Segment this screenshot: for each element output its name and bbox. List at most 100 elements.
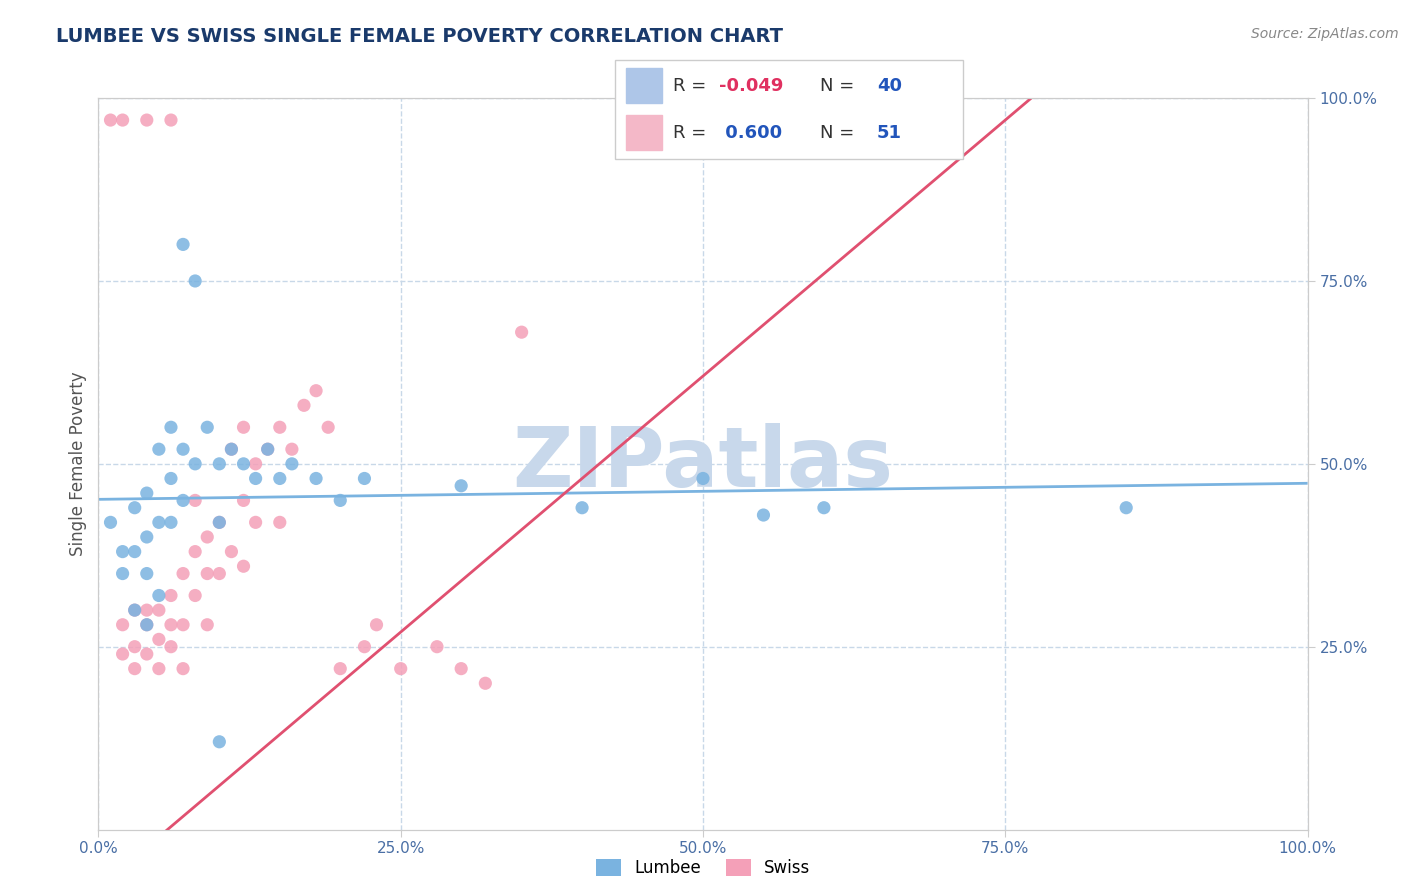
Point xyxy=(510,325,533,339)
Point xyxy=(172,442,194,457)
Point xyxy=(1115,500,1137,515)
Text: 40: 40 xyxy=(877,77,901,95)
Point xyxy=(160,617,183,632)
Point xyxy=(160,420,183,434)
Point xyxy=(135,113,157,128)
Point xyxy=(148,603,170,617)
Text: R =: R = xyxy=(672,77,711,95)
Point xyxy=(450,479,472,493)
Point xyxy=(135,647,157,661)
Legend: Lumbee, Swiss: Lumbee, Swiss xyxy=(589,852,817,883)
Point xyxy=(208,735,231,749)
Point xyxy=(232,457,254,471)
Point xyxy=(281,442,304,457)
Point xyxy=(160,589,183,603)
Point xyxy=(184,457,207,471)
Point xyxy=(148,516,170,530)
Point xyxy=(208,566,231,581)
Point xyxy=(221,442,243,457)
Point xyxy=(292,398,315,412)
Point xyxy=(172,662,194,676)
Point xyxy=(426,640,449,654)
Point xyxy=(221,442,243,457)
Point xyxy=(111,647,134,661)
Point xyxy=(692,471,714,485)
Point xyxy=(160,516,183,530)
Point xyxy=(124,603,146,617)
Point xyxy=(195,566,218,581)
Point xyxy=(474,676,496,690)
Point xyxy=(208,516,231,530)
Point xyxy=(111,544,134,558)
Point xyxy=(172,237,194,252)
Point xyxy=(160,471,183,485)
Point xyxy=(100,516,122,530)
Point xyxy=(208,516,231,530)
Point xyxy=(124,500,146,515)
Point xyxy=(232,493,254,508)
Point xyxy=(124,544,146,558)
Bar xyxy=(626,115,662,150)
Point xyxy=(256,442,278,457)
Point xyxy=(111,617,134,632)
Point xyxy=(245,516,267,530)
Point xyxy=(135,486,157,500)
Point xyxy=(100,113,122,128)
Point xyxy=(269,471,291,485)
Point xyxy=(329,662,352,676)
Point xyxy=(389,662,412,676)
Point xyxy=(813,500,835,515)
Point xyxy=(160,113,183,128)
Y-axis label: Single Female Poverty: Single Female Poverty xyxy=(69,372,87,556)
Point xyxy=(172,493,194,508)
Point xyxy=(305,471,328,485)
Point xyxy=(752,508,775,522)
Point xyxy=(232,420,254,434)
Point xyxy=(135,530,157,544)
Point xyxy=(256,442,278,457)
Point xyxy=(124,640,146,654)
Text: N =: N = xyxy=(820,77,859,95)
FancyBboxPatch shape xyxy=(616,60,963,159)
Point xyxy=(353,640,375,654)
Point xyxy=(148,589,170,603)
Point xyxy=(160,640,183,654)
Point xyxy=(269,420,291,434)
Point xyxy=(195,420,218,434)
Point xyxy=(111,113,134,128)
Point xyxy=(450,662,472,676)
Point xyxy=(305,384,328,398)
Point xyxy=(329,493,352,508)
Point xyxy=(148,442,170,457)
Point xyxy=(111,566,134,581)
Point xyxy=(195,617,218,632)
Point xyxy=(172,566,194,581)
Point xyxy=(571,500,593,515)
Point xyxy=(148,662,170,676)
Point xyxy=(148,632,170,647)
Text: N =: N = xyxy=(820,124,859,142)
Point xyxy=(353,471,375,485)
Point xyxy=(184,493,207,508)
Text: LUMBEE VS SWISS SINGLE FEMALE POVERTY CORRELATION CHART: LUMBEE VS SWISS SINGLE FEMALE POVERTY CO… xyxy=(56,27,783,45)
Point xyxy=(124,603,146,617)
Point xyxy=(135,617,157,632)
Point xyxy=(124,662,146,676)
Point xyxy=(135,603,157,617)
Point xyxy=(269,516,291,530)
Bar xyxy=(626,69,662,103)
Point xyxy=(184,589,207,603)
Point xyxy=(232,559,254,574)
Point xyxy=(195,530,218,544)
Text: Source: ZipAtlas.com: Source: ZipAtlas.com xyxy=(1251,27,1399,41)
Text: 51: 51 xyxy=(877,124,901,142)
Point xyxy=(245,457,267,471)
Text: ZIPatlas: ZIPatlas xyxy=(513,424,893,504)
Text: R =: R = xyxy=(672,124,711,142)
Text: 0.600: 0.600 xyxy=(720,124,782,142)
Point xyxy=(208,457,231,471)
Point xyxy=(245,471,267,485)
Point xyxy=(172,617,194,632)
Point xyxy=(184,544,207,558)
Point xyxy=(316,420,339,434)
